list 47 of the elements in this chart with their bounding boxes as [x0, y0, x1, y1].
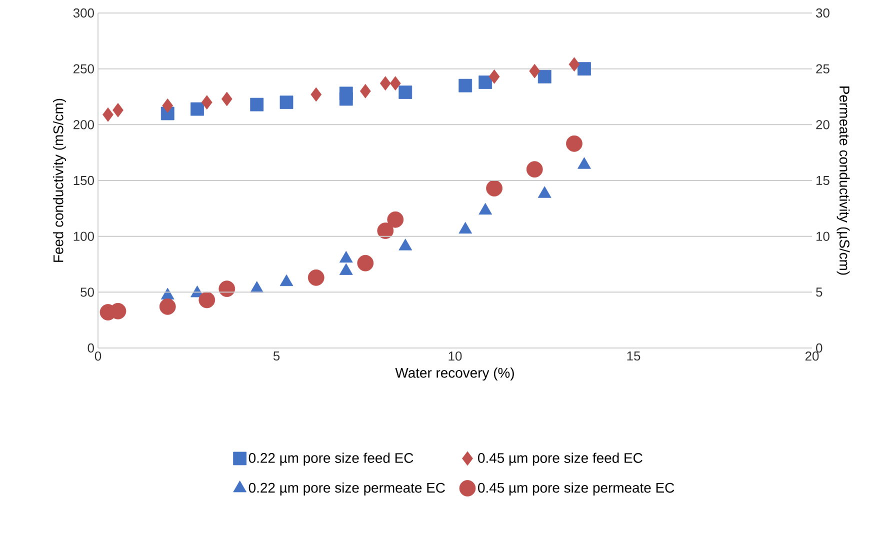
y2-tick-label: 5	[816, 288, 822, 297]
y2-tick-label: 30	[816, 8, 830, 18]
y-tick-label: 300	[73, 8, 94, 18]
point	[112, 102, 124, 118]
y-tick-label: 0	[88, 343, 94, 353]
y2-tick-label: 10	[816, 232, 830, 241]
point	[221, 92, 232, 106]
point	[488, 69, 500, 84]
x-tick-label: 20	[805, 352, 819, 361]
point	[478, 76, 492, 89]
y2-tick-label: 20	[816, 120, 830, 130]
point	[538, 70, 552, 84]
y-axis-title: Feed conductivity (mS/cm)	[53, 98, 66, 262]
point	[578, 62, 591, 76]
x-tick-label: 5	[273, 352, 280, 361]
x-axis-title: Water recovery (%)	[395, 368, 514, 381]
point	[529, 64, 540, 78]
legend-label: 0.45 µm pore size permeate EC	[478, 482, 674, 496]
y-tick-label: 50	[80, 288, 94, 297]
point	[310, 87, 322, 102]
x-tick-label: 0	[94, 352, 102, 361]
point	[360, 84, 371, 98]
y-tick-label: 100	[74, 232, 94, 241]
point	[568, 57, 580, 72]
point	[458, 78, 472, 92]
y2-axis-title: Permeate conductivity (µS/cm)	[836, 86, 850, 275]
point	[190, 102, 204, 116]
x-tick-label: 10	[448, 352, 462, 361]
x-tick-label: 15	[627, 352, 640, 361]
point	[201, 95, 212, 110]
point	[280, 96, 294, 110]
y2-tick-label: 25	[816, 64, 830, 74]
legend-label: 0.22 µm pore size feed EC	[248, 452, 414, 466]
legend-label: 0.22 µm pore size permeate EC	[248, 482, 445, 496]
point	[102, 107, 114, 122]
point	[250, 98, 264, 112]
y-tick-label: 150	[74, 176, 94, 186]
point	[390, 76, 401, 91]
point	[380, 76, 391, 91]
point	[398, 86, 412, 99]
point	[339, 86, 353, 100]
y-tick-label: 200	[74, 120, 94, 130]
y-tick-label: 250	[74, 64, 94, 74]
legend-label: 0.45 µm pore size feed EC	[478, 452, 642, 466]
point	[162, 98, 174, 113]
y2-tick-label: 15	[816, 176, 830, 186]
y2-tick-label: 0	[816, 343, 822, 353]
